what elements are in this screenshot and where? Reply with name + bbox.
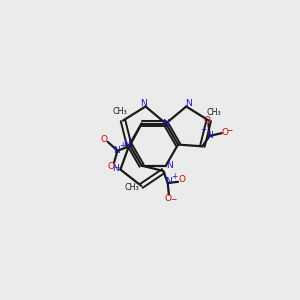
Text: N: N: [166, 177, 172, 186]
Text: CH₃: CH₃: [124, 182, 139, 191]
Text: N: N: [123, 140, 129, 149]
Text: −: −: [114, 163, 120, 172]
Text: N: N: [113, 146, 120, 155]
Text: N: N: [206, 131, 213, 140]
Text: O: O: [108, 162, 115, 171]
Text: O: O: [101, 135, 108, 144]
Text: N: N: [185, 98, 191, 107]
Text: CH₃: CH₃: [206, 108, 221, 117]
Text: +: +: [171, 172, 177, 181]
Text: O: O: [165, 194, 172, 203]
Text: O: O: [178, 175, 185, 184]
Text: N: N: [112, 164, 119, 173]
Text: −: −: [226, 126, 233, 135]
Text: N: N: [163, 119, 169, 128]
Text: +: +: [119, 141, 126, 150]
Text: O: O: [222, 128, 229, 137]
Text: N: N: [140, 98, 147, 107]
Text: CH₃: CH₃: [112, 107, 127, 116]
Text: N: N: [166, 161, 173, 170]
Text: +: +: [201, 125, 207, 134]
Text: −: −: [170, 195, 176, 204]
Text: O: O: [204, 116, 211, 125]
